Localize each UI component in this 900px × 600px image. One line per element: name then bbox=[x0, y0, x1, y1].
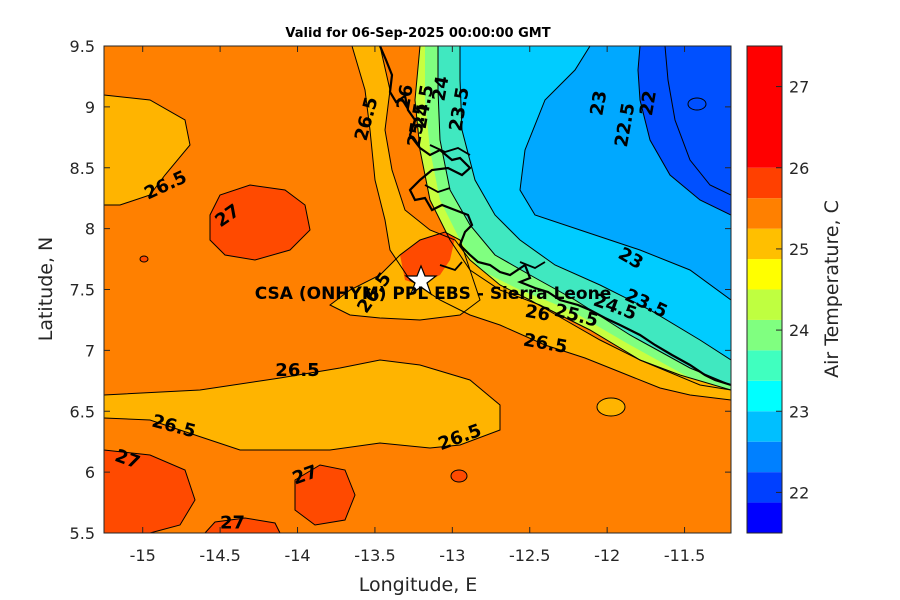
x-tick-label: -12.5 bbox=[509, 546, 550, 565]
contour-label: 26 bbox=[523, 301, 551, 326]
field-27-dot bbox=[140, 256, 148, 262]
field-27-north bbox=[210, 185, 310, 260]
x-tick-label: -15 bbox=[130, 546, 156, 565]
colorbar-swatch bbox=[747, 167, 782, 199]
colorbar-swatch bbox=[747, 411, 782, 442]
colorbar-swatch bbox=[747, 259, 782, 290]
site-label: CSA (ONHYM) PPL EBS - Sierra Leone bbox=[255, 284, 612, 304]
y-tick-label: 8 bbox=[85, 220, 95, 239]
colorbar: 22 23 24 25 26 27 bbox=[746, 45, 809, 534]
colorbar-tick-label: 27 bbox=[789, 78, 809, 97]
y-tick-label: 8.5 bbox=[70, 159, 95, 178]
colorbar-swatch bbox=[747, 319, 782, 351]
contour-label: 27 bbox=[220, 512, 245, 533]
x-axis-ticks: -15 -14.5 -14 -13.5 -13 -12.5 -12 -11.5 bbox=[130, 46, 705, 565]
field-27-bottom bbox=[205, 518, 280, 533]
colorbar-tick-label: 24 bbox=[789, 321, 809, 340]
x-axis-label: Longitude, E bbox=[359, 574, 478, 596]
y-tick-label: 9.5 bbox=[70, 37, 95, 56]
contour-label: 26.5 bbox=[275, 360, 319, 381]
field-26-south bbox=[104, 360, 500, 450]
colorbar-tick-label: 22 bbox=[789, 483, 809, 502]
x-tick-label: -14.5 bbox=[199, 546, 240, 565]
field-22 bbox=[665, 46, 731, 195]
x-tick-label: -11.5 bbox=[664, 546, 705, 565]
field-26-north bbox=[104, 95, 190, 205]
field-27-patch bbox=[451, 470, 467, 482]
y-tick-label: 9 bbox=[85, 98, 95, 117]
map-title: Valid for 06-Sep-2025 00:00:00 GMT bbox=[285, 26, 550, 41]
map-plot-area: CSA (ONHYM) PPL EBS - Sierra Leone 26.5 2… bbox=[104, 46, 731, 533]
x-tick-label: -14 bbox=[284, 546, 310, 565]
star-icon bbox=[404, 264, 438, 296]
contour-label: 26 bbox=[393, 83, 418, 111]
y-tick-label: 5.5 bbox=[70, 524, 95, 543]
field-27-southwest bbox=[104, 450, 195, 533]
colorbar-swatch bbox=[747, 472, 782, 503]
colorbar-swatch bbox=[747, 380, 782, 412]
colorbar-swatch bbox=[747, 198, 782, 229]
colorbar-tick-label: 25 bbox=[789, 240, 809, 259]
colorbar-swatch bbox=[747, 46, 782, 168]
contour-label: 24 bbox=[428, 74, 453, 102]
colorbar-tick-label: 26 bbox=[789, 159, 809, 178]
x-tick-label: -12 bbox=[594, 546, 620, 565]
colorbar-tick-label: 23 bbox=[789, 402, 809, 421]
field-26-coastal bbox=[352, 46, 731, 400]
y-axis-label: Latitude, N bbox=[35, 237, 57, 342]
y-tick-label: 6.5 bbox=[70, 402, 95, 421]
y-tick-label: 7 bbox=[85, 341, 95, 360]
colorbar-swatch bbox=[747, 441, 782, 473]
y-tick-label: 6 bbox=[85, 463, 95, 482]
field-27-south bbox=[295, 465, 355, 525]
field-26-patch bbox=[597, 398, 625, 416]
x-tick-label: -13 bbox=[439, 546, 465, 565]
colorbar-label: Air Temperature, C bbox=[821, 200, 843, 378]
colorbar-swatch bbox=[747, 228, 782, 260]
x-tick-label: -13.5 bbox=[354, 546, 395, 565]
coastline-islands bbox=[424, 144, 546, 272]
y-tick-label: 7.5 bbox=[70, 281, 95, 300]
contour-label: 23 bbox=[586, 89, 611, 117]
coastline bbox=[378, 46, 731, 387]
colorbar-swatch bbox=[747, 350, 782, 381]
site-marker bbox=[404, 264, 438, 296]
contour-lines bbox=[104, 46, 731, 533]
colorbar-swatch bbox=[747, 502, 782, 533]
contour-label: 22 bbox=[636, 89, 661, 117]
colorbar-swatch bbox=[747, 289, 782, 320]
colorbar-frame bbox=[746, 45, 783, 534]
y-axis-ticks: 5.5 6 6.5 7 7.5 8 8.5 9 9.5 bbox=[70, 37, 731, 543]
